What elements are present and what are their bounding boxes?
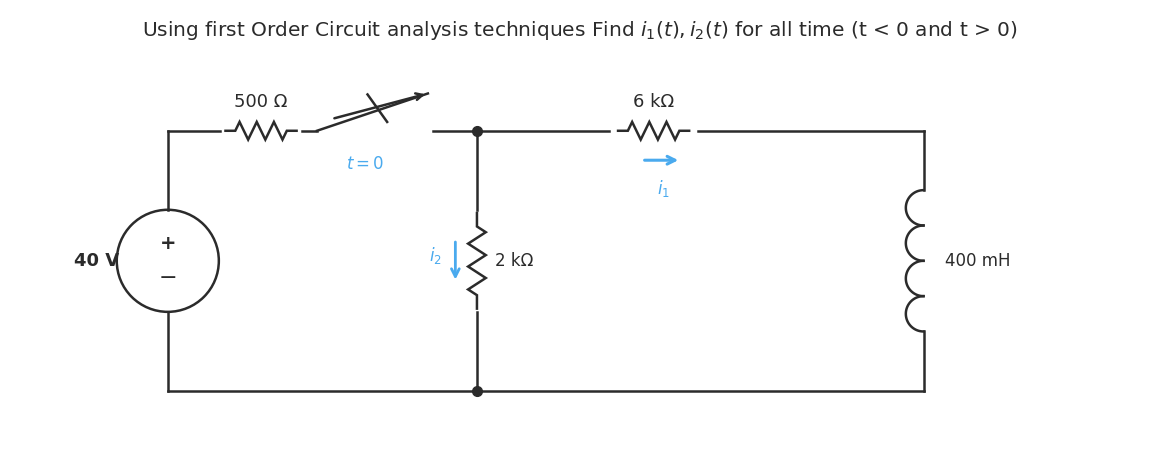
Text: 40 V: 40 V bbox=[73, 252, 118, 270]
Text: 6 kΩ: 6 kΩ bbox=[633, 93, 674, 111]
Text: 400 mH: 400 mH bbox=[945, 252, 1010, 270]
Text: +: + bbox=[160, 233, 176, 253]
Text: Using first Order Circuit analysis techniques Find $i_1(t), i_2(t)$ for all time: Using first Order Circuit analysis techn… bbox=[143, 19, 1017, 42]
Text: −: − bbox=[159, 269, 177, 288]
Text: 500 Ω: 500 Ω bbox=[234, 93, 288, 111]
Text: $t = 0$: $t = 0$ bbox=[346, 155, 384, 173]
Text: 2 kΩ: 2 kΩ bbox=[494, 252, 532, 270]
Text: $i_2$: $i_2$ bbox=[429, 246, 442, 266]
Text: $i_1$: $i_1$ bbox=[657, 178, 670, 199]
